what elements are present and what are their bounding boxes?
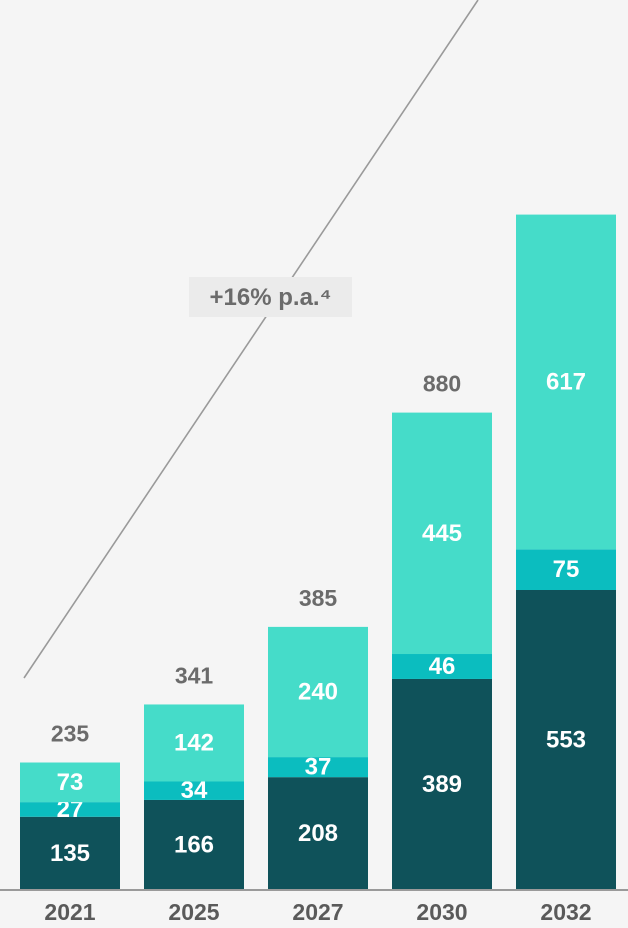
data-label-segment-middle-2030: 46 <box>429 653 456 680</box>
bar-segment-bottom-2030 <box>392 678 492 890</box>
data-label-segment-bottom-2025: 166 <box>174 831 214 858</box>
data-label-segment-middle-2025: 34 <box>181 777 208 804</box>
x-tick-label-2025: 2025 <box>168 899 219 925</box>
x-tick-label-2032: 2032 <box>540 899 591 925</box>
data-label-segment-top-2032: 617 <box>546 368 586 395</box>
bar-segment-middle-2021 <box>20 802 120 817</box>
total-label-2025: 341 <box>175 662 214 688</box>
data-label-segment-bottom-2021: 135 <box>50 840 90 867</box>
data-label-segment-bottom-2032: 553 <box>546 726 586 753</box>
data-label-segment-top-2027: 240 <box>298 678 338 705</box>
x-tick-labels: 2021 2025 2027 2030 2032 <box>44 899 591 925</box>
bar-segment-bottom-2021 <box>20 816 120 890</box>
total-label-2021: 235 <box>51 721 90 747</box>
bars-group: 1352773235166341423412083724038538946445… <box>20 214 616 890</box>
x-tick-label-2021: 2021 <box>44 899 95 925</box>
data-label-segment-middle-2032: 75 <box>553 556 580 583</box>
data-label-segment-bottom-2030: 389 <box>422 771 462 798</box>
bar-segment-bottom-2025 <box>144 799 244 890</box>
bar-segment-top-2027 <box>268 626 368 758</box>
data-label-segment-top-2025: 142 <box>174 729 214 756</box>
bar-segment-middle-2030 <box>392 654 492 679</box>
cagr-annotation-text: +16% p.a.⁴ <box>210 284 332 311</box>
bar-segment-top-2030 <box>392 412 492 655</box>
trend-line <box>23 0 479 679</box>
x-tick-label-2027: 2027 <box>292 899 343 925</box>
bar-segment-bottom-2032 <box>516 589 616 890</box>
total-label-2030: 880 <box>423 371 461 397</box>
data-label-segment-bottom-2027: 208 <box>298 820 338 847</box>
bar-segment-top-2025 <box>144 704 244 782</box>
bar-segment-middle-2027 <box>268 757 368 778</box>
bar-segment-middle-2025 <box>144 781 244 800</box>
data-label-segment-top-2021: 73 <box>57 769 84 796</box>
total-label-2027: 385 <box>299 585 338 611</box>
cagr-annotation: +16% p.a.⁴ <box>189 277 352 317</box>
bar-segment-bottom-2027 <box>268 777 368 890</box>
bar-segment-top-2032 <box>516 214 616 550</box>
data-label-segment-top-2030: 445 <box>422 520 462 547</box>
data-label-segment-middle-2027: 37 <box>305 754 332 781</box>
x-tick-label-2030: 2030 <box>416 899 467 925</box>
cagr-annotation-box <box>189 277 352 317</box>
bar-segment-top-2021 <box>20 762 120 803</box>
bar-segment-middle-2032 <box>516 549 616 590</box>
